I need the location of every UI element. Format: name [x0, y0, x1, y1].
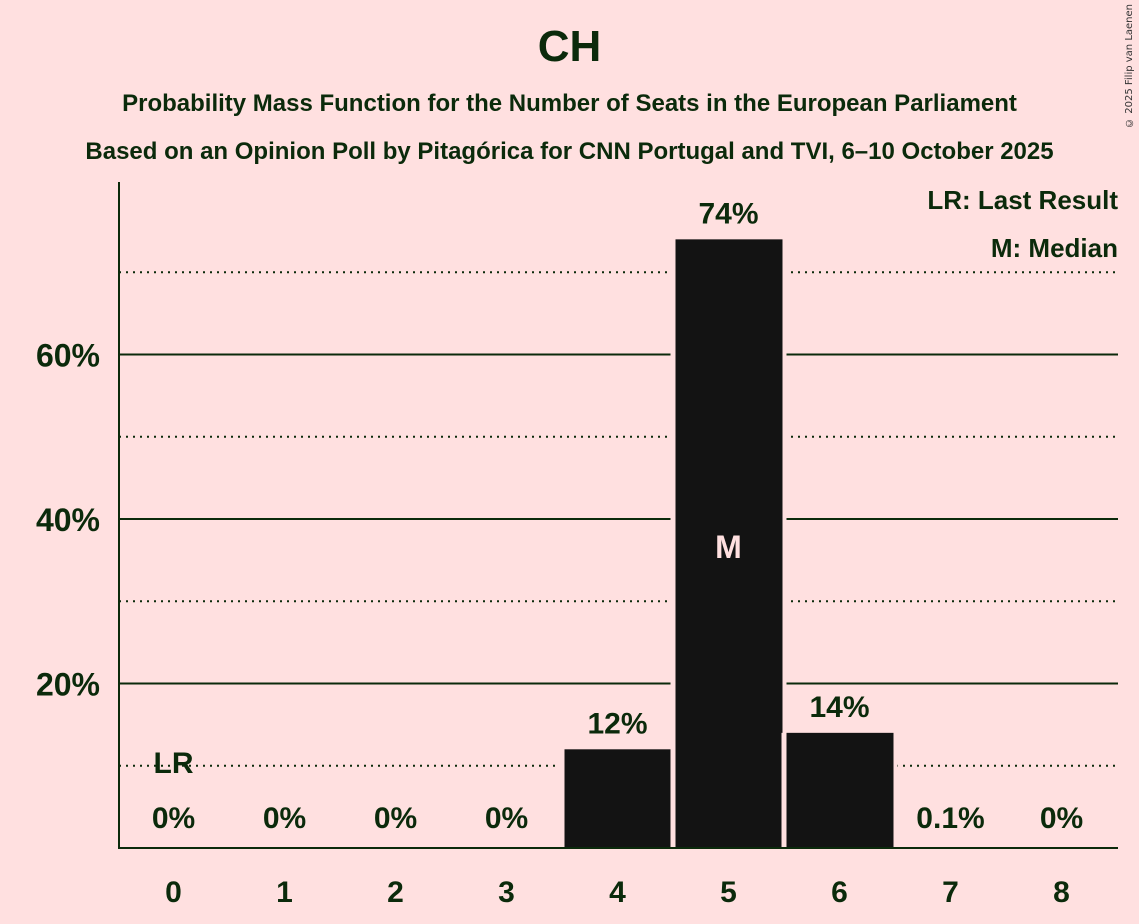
x-tick-label: 2	[387, 876, 404, 909]
chart-source: Based on an Opinion Poll by Pitagórica f…	[85, 138, 1054, 165]
median-marker: M	[715, 529, 742, 565]
bar	[675, 239, 783, 849]
x-tick-label: 0	[165, 876, 182, 909]
value-label: 0.1%	[916, 802, 984, 835]
value-label: 0%	[1040, 802, 1083, 835]
y-tick-label: 20%	[36, 667, 100, 703]
value-label: 0%	[263, 802, 306, 835]
x-tick-label: 6	[831, 876, 848, 909]
bars	[559, 239, 898, 849]
bar	[564, 749, 672, 848]
x-tick-label: 5	[720, 876, 737, 909]
value-labels: 0% 0% 0% 0% 12% 74% 14% 0.1% 0% LR M	[152, 197, 1083, 835]
x-tick-label: 1	[276, 876, 293, 909]
y-tick-label: 60%	[36, 338, 100, 374]
legend-median: M: Median	[991, 233, 1118, 263]
value-label: 0%	[152, 802, 195, 835]
value-label: 0%	[374, 802, 417, 835]
value-label: 0%	[485, 802, 528, 835]
value-label: 12%	[587, 707, 647, 740]
x-tick-label: 7	[942, 876, 959, 909]
legend-last-result: LR: Last Result	[927, 185, 1118, 215]
y-tick-label: 40%	[36, 502, 100, 538]
bar	[786, 732, 894, 848]
value-label: 14%	[809, 691, 869, 724]
chart-subtitle: Probability Mass Function for the Number…	[122, 90, 1017, 117]
value-label: 74%	[698, 197, 758, 230]
chart-title: CH	[537, 22, 602, 71]
last-result-marker: LR	[154, 747, 194, 780]
y-tick-labels: 20% 40% 60%	[36, 338, 100, 703]
x-tick-label: 3	[498, 876, 515, 909]
x-tick-label: 4	[609, 876, 626, 909]
gridlines	[119, 271, 1118, 767]
x-tick-labels: 0 1 2 3 4 5 6 7 8	[165, 876, 1070, 909]
x-tick-label: 8	[1053, 876, 1070, 909]
